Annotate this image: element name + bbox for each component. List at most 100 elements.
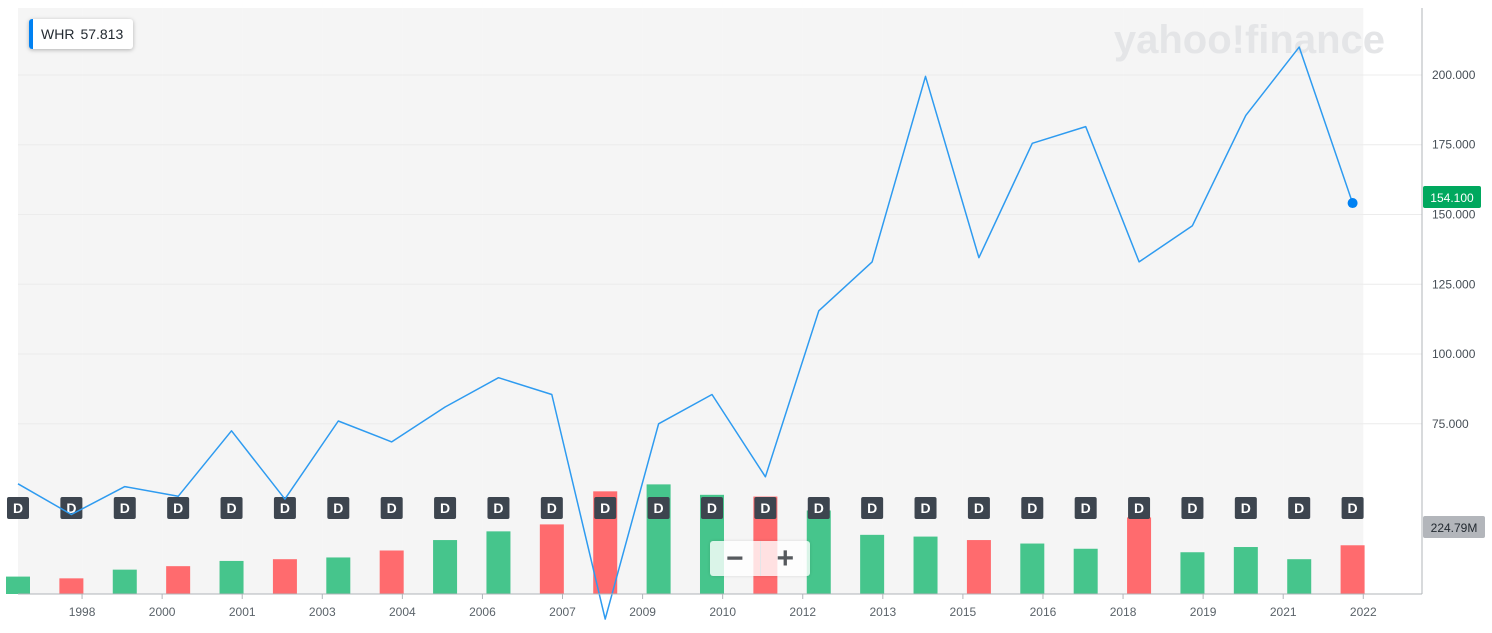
volume-bar[interactable]	[433, 540, 458, 594]
price-line-path[interactable]	[17, 46, 1354, 620]
dividend-marker[interactable]: D	[487, 497, 510, 519]
dividend-marker-label: D	[13, 500, 23, 516]
volume-bar[interactable]	[1340, 545, 1365, 594]
x-axis-ticks: 1998 2000 2001 2003 2004 2006 2007 2009 2010 2012…	[69, 594, 1377, 619]
dividend-marker-label: D	[707, 500, 717, 516]
dividend-marker-bg	[807, 497, 830, 519]
dividend-marker[interactable]: D	[1021, 497, 1044, 519]
ticker-symbol: WHR	[41, 26, 75, 42]
dividend-marker-label: D	[440, 500, 450, 516]
dividend-marker-label: D	[1134, 500, 1144, 516]
dividend-marker-bg	[647, 497, 670, 519]
dividend-marker-label: D	[66, 500, 76, 516]
volume-bar[interactable]	[166, 566, 191, 594]
dividend-marker[interactable]: D	[434, 497, 457, 519]
dividend-marker[interactable]: D	[861, 497, 884, 519]
dividend-marker[interactable]: D	[1181, 497, 1204, 519]
last-price-point[interactable]	[1347, 198, 1358, 209]
volume-bar[interactable]	[913, 536, 938, 594]
dividend-marker[interactable]: D	[220, 497, 243, 519]
dividend-marker-bg	[327, 497, 350, 519]
year-band	[18, 8, 83, 594]
dividend-marker[interactable]: D	[1341, 497, 1364, 519]
dividend-marker-bg	[1181, 497, 1204, 519]
volume-bar[interactable]	[1073, 548, 1098, 594]
dividend-marker[interactable]: D	[1128, 497, 1151, 519]
volume-badge-bg	[1423, 516, 1485, 538]
volume-bar[interactable]	[59, 578, 84, 594]
dividend-marker[interactable]: D	[594, 497, 617, 519]
dividend-marker-bg	[220, 497, 243, 519]
dividend-marker-bg	[1288, 497, 1311, 519]
dividend-marker-label: D	[600, 500, 610, 516]
volume-bar[interactable]	[272, 559, 297, 594]
y-tick-label: 150.000	[1432, 207, 1476, 221]
dividend-marker-bg	[754, 497, 777, 519]
dividend-marker-label: D	[867, 500, 877, 516]
volume-bar[interactable]	[1180, 552, 1205, 594]
dividend-marker[interactable]: D	[647, 497, 670, 519]
dividend-marker-label: D	[1294, 500, 1304, 516]
volume-bar[interactable]	[326, 557, 351, 594]
x-tick-label: 2003	[309, 605, 336, 619]
dividend-marker[interactable]: D	[1074, 497, 1097, 519]
dividend-marker[interactable]: D	[1234, 497, 1257, 519]
dividend-marker[interactable]: D	[967, 497, 990, 519]
dividend-marker[interactable]: D	[754, 497, 777, 519]
volume-bar[interactable]	[806, 510, 831, 594]
volume-bar[interactable]	[1127, 517, 1152, 594]
price-badge: 154.100	[1430, 191, 1474, 205]
y-tick-label: 125.000	[1432, 277, 1476, 291]
dividend-marker-label: D	[280, 500, 290, 516]
dividend-marker-label: D	[226, 500, 236, 516]
dividend-marker[interactable]: D	[1288, 497, 1311, 519]
dividend-marker[interactable]: D	[327, 497, 350, 519]
dividend-marker[interactable]: D	[113, 497, 136, 519]
dividend-marker-label: D	[1348, 500, 1358, 516]
zoom-in-button[interactable]: +	[759, 541, 811, 576]
volume-bar[interactable]	[1287, 559, 1312, 594]
volume-bar[interactable]	[1233, 547, 1258, 594]
year-band	[322, 8, 403, 594]
volume-bar[interactable]	[486, 531, 511, 594]
volume-bar[interactable]	[1020, 543, 1045, 594]
dividend-marker-bg	[434, 497, 457, 519]
axes	[18, 8, 1423, 595]
volume-bar[interactable]	[966, 540, 991, 594]
volume-bar[interactable]	[860, 534, 885, 594]
dividend-marker[interactable]: D	[7, 497, 29, 519]
y-tick-label: 75.000	[1432, 417, 1469, 431]
dividend-marker-bg	[914, 497, 937, 519]
y-tick-label: 175.000	[1432, 138, 1476, 152]
dividend-marker-bg	[967, 497, 990, 519]
year-band	[802, 8, 883, 594]
dividend-marker[interactable]: D	[807, 497, 830, 519]
ticker-legend[interactable]: WHR 57.813	[29, 19, 134, 49]
dividend-marker[interactable]: D	[273, 497, 296, 519]
volume-bar[interactable]	[219, 560, 244, 594]
dividend-marker-bg	[113, 497, 136, 519]
x-tick-label: 2012	[789, 605, 816, 619]
dividend-marker[interactable]: D	[700, 497, 723, 519]
dividend-marker[interactable]: D	[380, 497, 403, 519]
zoom-out-button[interactable]: −	[725, 541, 744, 575]
dividend-marker[interactable]: D	[540, 497, 563, 519]
dividend-marker-bg	[1074, 497, 1097, 519]
dividend-marker-bg	[861, 497, 884, 519]
x-tick-label: 2007	[549, 605, 576, 619]
year-band	[962, 8, 1043, 594]
dividend-marker-label: D	[760, 500, 770, 516]
volume-bar[interactable]	[6, 576, 30, 594]
volume-bar[interactable]	[379, 550, 404, 595]
volume-bar[interactable]	[539, 524, 564, 594]
dividend-marker[interactable]: D	[60, 497, 83, 519]
volume-bar[interactable]	[112, 569, 137, 594]
dividend-marker[interactable]: D	[914, 497, 937, 519]
year-band	[482, 8, 563, 594]
dividend-marker[interactable]: D	[167, 497, 190, 519]
x-tick-label: 2001	[229, 605, 256, 619]
dividend-marker-label: D	[493, 500, 503, 516]
